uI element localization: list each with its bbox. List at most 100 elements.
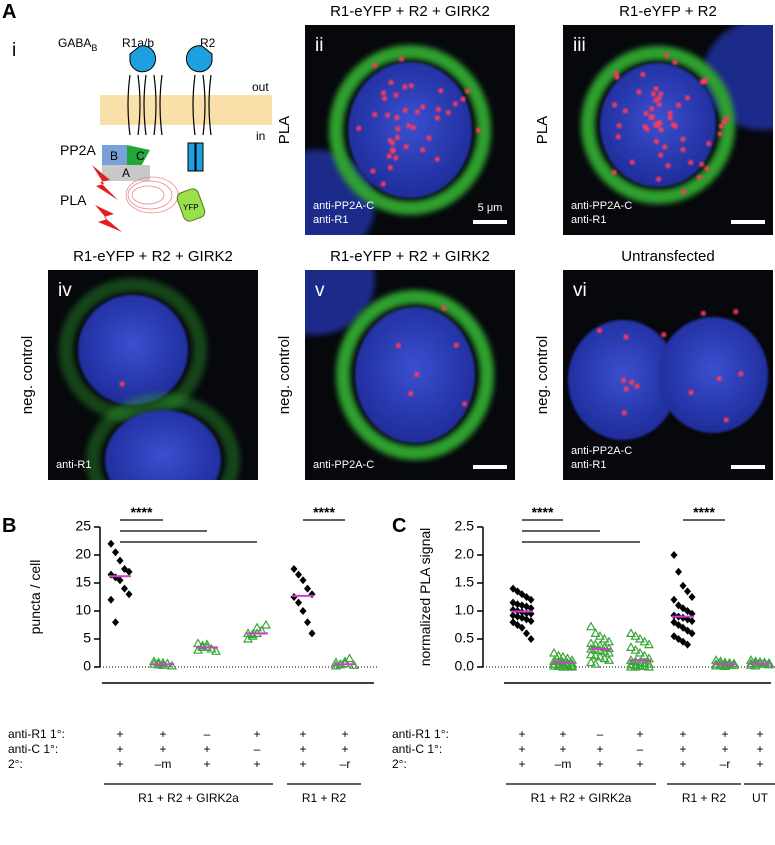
data-point	[304, 618, 311, 627]
punctum	[390, 148, 396, 154]
scale-bar	[731, 220, 765, 224]
data-point	[688, 617, 696, 626]
cytoplasm	[581, 46, 735, 204]
punctum	[699, 79, 706, 85]
cell: +	[559, 742, 566, 756]
schematic: i GABAB R1a/b R2 out in B C A PP2A PLA Y…	[12, 36, 272, 232]
text: GABA	[58, 36, 91, 50]
cell: +	[341, 742, 348, 756]
punctum	[460, 96, 466, 102]
antibody-label: anti-R1	[571, 459, 606, 471]
data-point	[634, 657, 646, 667]
data-point	[242, 633, 254, 643]
y-axis-label: normalized PLA signal	[417, 528, 433, 667]
cytoplasm	[59, 278, 207, 422]
punctum	[438, 88, 444, 94]
cell: +	[518, 742, 525, 756]
yfp	[176, 188, 206, 222]
data-point	[590, 650, 601, 660]
scale-label: 5 μm	[478, 202, 503, 214]
sub-c: C	[136, 149, 145, 163]
punctum	[620, 377, 627, 383]
punctum	[643, 110, 649, 117]
tm-helices	[127, 74, 163, 136]
group-label: R1 + R2	[682, 791, 727, 805]
data-point	[603, 643, 615, 653]
data-point	[509, 611, 517, 620]
data-point	[603, 655, 615, 664]
punctum	[733, 308, 739, 315]
data-point	[295, 570, 302, 579]
data-point	[719, 657, 731, 667]
numeral: iv	[58, 280, 72, 301]
punctum	[426, 135, 432, 141]
punctum	[704, 166, 710, 172]
r2-domain	[185, 45, 213, 73]
cell: +	[636, 757, 643, 771]
punctum	[656, 95, 662, 101]
data-point	[116, 576, 124, 585]
punctum	[655, 176, 662, 182]
cell: –r	[720, 757, 731, 771]
punctum	[664, 52, 670, 58]
punctum	[700, 310, 706, 316]
data-point	[553, 658, 564, 668]
coiled-coil	[187, 142, 196, 172]
tm-helices	[192, 74, 212, 136]
punctum	[621, 410, 627, 416]
cell: –r	[340, 757, 351, 771]
cell: +	[721, 727, 728, 741]
punctum	[656, 101, 662, 108]
y-tick-label: 1.5	[455, 574, 475, 590]
data-point	[625, 642, 637, 652]
data-point	[566, 661, 578, 671]
punctum	[623, 334, 629, 340]
data-point	[308, 629, 316, 638]
group-label: R1 + R2 + GIRK2a	[531, 791, 632, 805]
punctum	[402, 107, 408, 113]
y-tick-label: 1.0	[455, 602, 475, 618]
data-point	[518, 601, 526, 610]
punctum	[614, 74, 620, 80]
image-content	[305, 45, 491, 235]
yfp-label: YFP	[183, 203, 199, 212]
cell: +	[679, 742, 686, 756]
y-axis-label: puncta / cell	[27, 560, 43, 635]
r2-label: R2	[200, 36, 216, 50]
punctum	[475, 127, 482, 133]
data-point	[344, 653, 355, 663]
data-point	[247, 630, 258, 640]
punctum	[441, 305, 447, 311]
data-point	[299, 607, 307, 615]
punctum	[640, 71, 646, 78]
data-point	[634, 660, 646, 670]
punctum	[414, 371, 420, 378]
punctum	[661, 332, 667, 338]
punctum	[356, 125, 362, 131]
punctum	[649, 106, 655, 112]
data-point	[548, 647, 560, 657]
pp2a-label: PP2A	[60, 142, 96, 158]
data-point	[715, 660, 726, 670]
punctum	[380, 181, 386, 187]
data-point	[679, 581, 687, 590]
cell: +	[341, 727, 348, 741]
punctum	[636, 89, 642, 95]
image-title: Untransfected	[621, 248, 714, 265]
punctum	[629, 159, 635, 165]
micrograph: R1-eYFP + R2 iii PLA anti-PP2A-C anti-R1	[534, 3, 773, 235]
data-point	[112, 548, 119, 557]
data-point	[684, 640, 691, 649]
data-point	[121, 584, 128, 593]
data-point	[643, 658, 655, 668]
data-point	[330, 657, 342, 667]
cell: –	[254, 742, 261, 756]
data-point	[527, 617, 535, 626]
row-label: anti-R1 1°:	[8, 727, 65, 741]
image-content	[305, 270, 494, 460]
data-point	[630, 630, 641, 640]
data-point	[630, 660, 641, 669]
text: B	[91, 43, 97, 53]
punctum	[644, 126, 650, 132]
